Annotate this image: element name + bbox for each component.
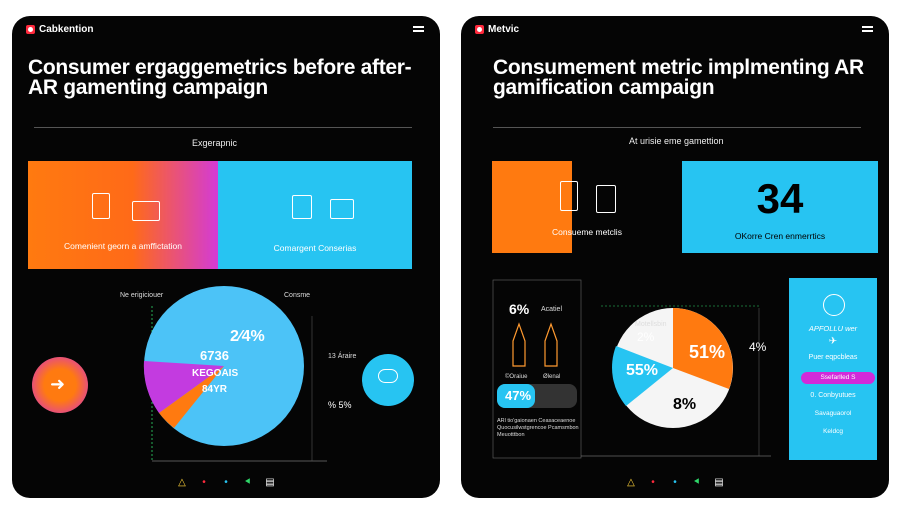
- micro-b: Ølenal: [543, 374, 561, 380]
- right-tile-metrics[interactable]: Consueme metclis: [492, 161, 682, 253]
- pie-stat-c: 84YR: [202, 384, 228, 395]
- pie-slice-orange: [673, 308, 733, 389]
- tablet-icon: [292, 195, 312, 219]
- warning-icon[interactable]: △: [178, 477, 186, 488]
- dot-icon[interactable]: •: [224, 477, 228, 488]
- pie-stat-b: KEGOAIS: [192, 368, 239, 379]
- doc-icon[interactable]: ▤: [265, 477, 275, 488]
- side-sub: Puer eqpcbleas: [808, 354, 858, 361]
- hamburger-menu-icon[interactable]: [862, 26, 873, 34]
- left-page-title: Consumer ergaggemetrics before after-AR …: [28, 56, 412, 99]
- right-brand-label: Metvic: [488, 24, 520, 35]
- pie-stat-a: 6736: [200, 348, 229, 363]
- pie-pct-c: 55%: [626, 362, 659, 379]
- phone-icon: [560, 181, 578, 211]
- pie-top-label-2: Consme: [284, 292, 311, 299]
- pie-label: Motellsbin: [635, 321, 667, 328]
- left-tile-conserias[interactable]: Comargent Conserias: [218, 161, 412, 269]
- progress-bar-fill: [497, 384, 535, 408]
- right-topbar: Metvic: [461, 16, 889, 46]
- right-tile-caption: Comargent Conserias: [273, 243, 357, 253]
- cloud-icon: [378, 369, 398, 383]
- left-brand[interactable]: Cabkention: [26, 24, 93, 35]
- send-icon[interactable]: ⯇: [693, 477, 701, 488]
- plane-icon: ✈: [828, 336, 838, 347]
- side-line-2: Savaguaorol: [814, 410, 852, 417]
- side-line-3: Keldcg: [823, 428, 843, 435]
- pie-side-pct: 4%: [749, 340, 767, 354]
- dot-icon[interactable]: •: [651, 477, 655, 488]
- side-label-b: % 5%: [328, 400, 352, 410]
- right-toolbar: △ • • ⯇ ▤: [461, 477, 889, 488]
- big-number: 34: [756, 175, 804, 222]
- micro-a: ©Oraiue: [505, 374, 528, 380]
- stat-a: 6%: [509, 301, 530, 317]
- right-page-title: Consumement metric implmenting AR gamifi…: [493, 56, 864, 99]
- right-brand[interactable]: Metvic: [475, 24, 519, 35]
- send-icon[interactable]: ⯇: [244, 477, 252, 488]
- dot-icon[interactable]: •: [202, 477, 206, 488]
- mobile-icon: [596, 185, 616, 213]
- stat-a-label: Acatiel: [541, 306, 563, 313]
- pie-stat-pct: 2⁄4%: [230, 328, 265, 345]
- hamburger-menu-icon[interactable]: [413, 26, 424, 34]
- left-tile-gamification[interactable]: Comenient georn a amffictation: [28, 161, 218, 269]
- brand-logo-icon: [475, 25, 484, 34]
- side-label-a: 13 Áraire: [328, 353, 357, 360]
- right-divider: [493, 127, 861, 128]
- left-divider: [34, 127, 412, 128]
- brand-logo-icon: [26, 25, 35, 34]
- pie-slice-cyan: [612, 346, 673, 406]
- left-brand-label: Cabkention: [39, 24, 94, 35]
- right-tile-big-number[interactable]: 34 OKorre Cren enmerrtics: [682, 161, 878, 253]
- pie-slice-magenta: [143, 361, 224, 413]
- warning-icon[interactable]: △: [627, 477, 635, 488]
- trend-icon: [823, 294, 845, 316]
- next-button[interactable]: ➜: [32, 357, 88, 413]
- calendar-icon: [330, 199, 354, 219]
- right-chart-svg: [492, 279, 771, 459]
- phone-icon: [92, 193, 110, 219]
- right-panel: Metvic Consumement metric implmenting AR…: [461, 16, 889, 498]
- dot-icon[interactable]: •: [673, 477, 677, 488]
- left-panel: Cabkention Consumer ergaggemetrics befor…: [12, 16, 440, 498]
- laptop-icon: [132, 201, 160, 221]
- left-chart-svg: [143, 286, 327, 462]
- progress-bar: 47%: [497, 384, 577, 408]
- left-subtitle: Exgerapnic: [192, 138, 238, 148]
- left-tile-caption: Comenient georn a amffictation: [64, 241, 182, 251]
- right-tile-left-caption: Consueme metclis: [552, 227, 622, 237]
- pie-slice-orange: [159, 366, 224, 428]
- pie-pct-b: 51%: [689, 342, 726, 362]
- right-subtitle: At urisie eme gamettion: [629, 136, 724, 146]
- big-number-caption: OKorre Cren enmerrtics: [734, 231, 826, 241]
- pie-top-label: Ne erigiciouer: [120, 292, 164, 299]
- cloud-button[interactable]: [362, 354, 414, 406]
- side-line: 0. Conbyutues: [810, 392, 856, 399]
- side-pill[interactable]: Ssefarlled S: [801, 372, 875, 384]
- doc-icon[interactable]: ▤: [714, 477, 724, 488]
- side-title: APFOLLU wer: [808, 324, 858, 333]
- footnote: ARl tio'gaionaen Ceasaceaenoe Quocusilws…: [497, 418, 579, 438]
- left-toolbar: △ • • ⯇ ▤: [12, 477, 440, 488]
- left-topbar: Cabkention: [12, 16, 440, 46]
- pie-pct-a: 2%: [637, 330, 655, 344]
- progress-bar-label: 47%: [505, 388, 532, 403]
- side-card[interactable]: APFOLLU wer ✈ Puer eqpcbleas Ssefarlled …: [789, 278, 877, 460]
- pie-pct-d: 8%: [673, 396, 697, 413]
- arrow-right-icon: ➜: [50, 374, 66, 394]
